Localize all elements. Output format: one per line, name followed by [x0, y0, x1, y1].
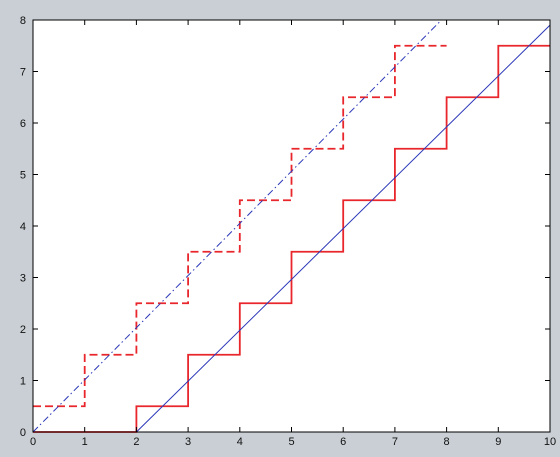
y-tick-label: 3	[20, 273, 26, 285]
x-tick-label: 1	[82, 436, 88, 448]
x-tick-label: 4	[237, 436, 243, 448]
x-tick-label: 5	[288, 436, 294, 448]
x-tick-label: 6	[340, 436, 346, 448]
y-tick-label: 0	[20, 427, 26, 439]
x-tick-label: 0	[30, 436, 36, 448]
x-tick-label: 2	[133, 436, 139, 448]
x-tick-labels: 0 1 2 3 4 5 6 7 8 9 10	[30, 436, 556, 448]
y-tick-label: 8	[20, 15, 26, 27]
y-tick-label: 1	[20, 376, 26, 388]
x-tick-label: 8	[444, 436, 450, 448]
x-tick-label: 3	[185, 436, 191, 448]
y-tick-label: 4	[20, 221, 26, 233]
x-tick-label: 9	[495, 436, 501, 448]
step-series-solid-1	[33, 44, 550, 433]
plot-area	[33, 20, 550, 432]
line-series-solid-3	[136, 24, 551, 433]
step-series-dashed-0	[33, 44, 447, 408]
y-tick-labels: 0 1 2 3 4 5 6 7 8	[20, 15, 26, 439]
y-tick-label: 6	[20, 118, 26, 130]
ticks-layer	[32, 19, 551, 433]
y-tick-label: 2	[20, 324, 26, 336]
y-tick-label: 7	[20, 67, 26, 79]
x-tick-label: 7	[392, 436, 398, 448]
x-tick-label: 10	[544, 436, 556, 448]
y-tick-label: 5	[20, 170, 26, 182]
series-layer	[32, 19, 551, 433]
line-series-dashdot-2	[32, 19, 442, 433]
